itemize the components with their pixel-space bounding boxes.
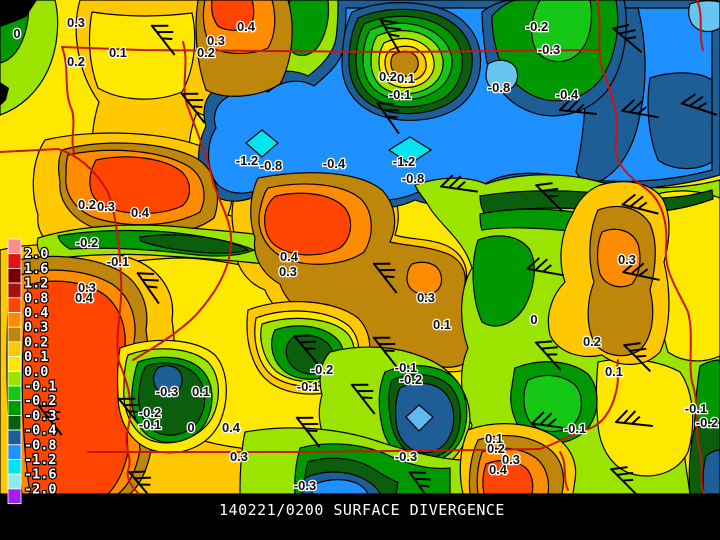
- colorbar-cell: [8, 371, 21, 386]
- contour-label: 0.3: [279, 264, 297, 279]
- colorbar-label: -0.3: [24, 408, 57, 424]
- contour-label: 0.2: [78, 197, 96, 212]
- colorbar-cell: [8, 401, 21, 416]
- colorbar-label: 0.8: [24, 290, 48, 306]
- colorbar-label: -1.6: [24, 467, 57, 483]
- contour-label: 0.3: [97, 199, 115, 214]
- contour-label: -0.1: [685, 401, 707, 416]
- contour-label: -0.8: [488, 80, 510, 95]
- colorbar-label: -0.1: [24, 379, 57, 395]
- map-title: 140221/0200 SURFACE DIVERGENCE: [219, 501, 505, 519]
- contour-label: -1.2: [236, 153, 258, 168]
- colorbar-cell: [8, 283, 21, 298]
- contour-label: 0.4: [222, 420, 241, 435]
- contour-label: 0.1: [605, 364, 623, 379]
- colorbar-label: -0.4: [24, 423, 57, 439]
- colorbar-cell: [8, 313, 21, 328]
- contour-label: -0.2: [400, 372, 422, 387]
- colorbar-cell: [8, 342, 21, 357]
- colorbar-cell: [8, 415, 21, 430]
- colorbar-label: -0.8: [24, 437, 57, 453]
- colorbar-cell: [8, 357, 21, 372]
- contour-label: 0.1: [192, 384, 210, 399]
- contour-label: -0.1: [389, 87, 411, 102]
- contour-label: 0.1: [397, 71, 415, 86]
- contour-label: -0.2: [696, 415, 718, 430]
- contour-label: -0.1: [564, 421, 586, 436]
- contour-label: -0.1: [139, 417, 161, 432]
- colorbar-label: 0.3: [24, 320, 48, 336]
- contour-label: -0.3: [538, 42, 560, 57]
- colorbar-label: 0.4: [24, 305, 48, 321]
- contour-label: -1.2: [393, 154, 415, 169]
- contour-label: 0: [13, 26, 20, 41]
- contour-label: -0.1: [107, 254, 129, 269]
- contour-field: [0, 0, 720, 494]
- contour-label: 0.3: [230, 449, 248, 464]
- contour-label: 0.4: [280, 249, 299, 264]
- contour-label: 0.1: [433, 317, 451, 332]
- contour-label: 0.4: [131, 205, 150, 220]
- contour-label: -0.2: [526, 19, 548, 34]
- colorbar-label: 0.0: [24, 364, 48, 380]
- colorbar-label: 1.2: [24, 276, 48, 292]
- surface-divergence-map: 00.30.20.10.30.20.40.20.1-0.1-1.2-0.8-0.…: [0, 0, 720, 540]
- contour-label: 0.2: [379, 69, 397, 84]
- colorbar-cell: [8, 254, 21, 269]
- contour-label: 0.2: [583, 334, 601, 349]
- contour-label: 0.4: [237, 19, 256, 34]
- contour-label: -0.8: [260, 158, 282, 173]
- contour-label: -0.2: [76, 235, 98, 250]
- colorbar-label: -1.2: [24, 452, 57, 468]
- colorbar-cell: [8, 268, 21, 283]
- colorbar-label: 0.2: [24, 334, 48, 350]
- contour-label: -0.1: [297, 379, 319, 394]
- colorbar-label: 2.0: [24, 246, 48, 262]
- weather-map-window: 00.30.20.10.30.20.40.20.1-0.1-1.2-0.8-0.…: [0, 0, 720, 540]
- contour-label: -0.3: [294, 478, 316, 493]
- colorbar-cell: [8, 386, 21, 401]
- contour-label: 0.2: [67, 54, 85, 69]
- colorbar-cell: [8, 327, 21, 342]
- contour-label: -0.3: [156, 384, 178, 399]
- colorbar-cell: [8, 474, 21, 489]
- colorbar-cell: [8, 489, 21, 504]
- contour-label: 0: [187, 420, 194, 435]
- contour-label: -0.3: [395, 449, 417, 464]
- contour-label: -0.4: [556, 87, 579, 102]
- colorbar-cell: [8, 460, 21, 475]
- contour-label: -0.2: [311, 362, 333, 377]
- contour-label: -0.8: [402, 171, 424, 186]
- colorbar-label: -2.0: [24, 481, 57, 497]
- contour-label: 0.2: [197, 45, 215, 60]
- colorbar-label: 0.1: [24, 349, 48, 365]
- colorbar-cell: [8, 298, 21, 313]
- colorbar-label: 1.6: [24, 261, 48, 277]
- contour-label: -0.4: [323, 156, 346, 171]
- contour-label: 0.3: [618, 252, 636, 267]
- colorbar-label: -0.2: [24, 393, 57, 409]
- contour-label: 0.4: [75, 290, 94, 305]
- contour-label: 0.3: [417, 290, 435, 305]
- colorbar-cell: [8, 445, 21, 460]
- contour-label: 0.4: [489, 462, 508, 477]
- contour-label: 0: [530, 312, 537, 327]
- colorbar-cell: [8, 239, 21, 254]
- contour-label: 0.3: [67, 15, 85, 30]
- colorbar-cell: [8, 430, 21, 445]
- contour-label: 0.1: [109, 45, 127, 60]
